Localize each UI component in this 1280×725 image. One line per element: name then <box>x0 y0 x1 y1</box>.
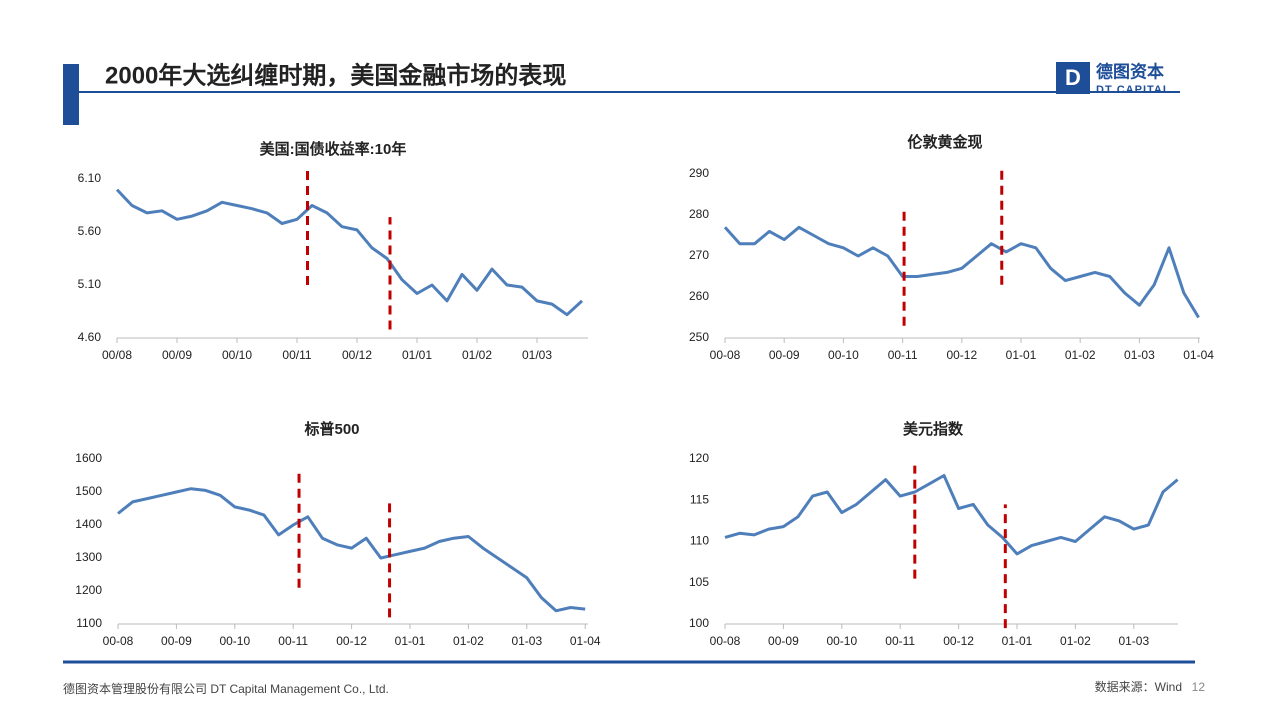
data-line <box>115 188 584 317</box>
x-tick-label: 01-04 <box>1183 348 1214 362</box>
x-tick-label: 00-08 <box>103 634 134 648</box>
x-tick-label: 00-11 <box>885 634 915 648</box>
x-tick-label: 01/03 <box>522 348 552 362</box>
slide-title: 2000年大选纠缠时期，美国金融市场的表现 <box>105 61 566 89</box>
x-tick-label: 00-10 <box>828 348 859 362</box>
y-tick-label: 280 <box>689 207 709 221</box>
y-tick-label: 120 <box>689 451 709 465</box>
logo-text: 德图资本 <box>1096 61 1164 81</box>
chart-title: 伦敦黄金现 <box>907 133 982 151</box>
data-line <box>723 225 1200 319</box>
x-tick-label: 01-02 <box>453 634 484 648</box>
y-tick-label: 1400 <box>75 517 102 531</box>
y-tick-label: 105 <box>689 575 709 589</box>
chart-title: 标普500 <box>303 420 359 438</box>
y-tick-label: 1100 <box>76 616 102 630</box>
x-tick-label: 01-01 <box>1002 634 1033 648</box>
y-tick-label: 250 <box>689 330 709 344</box>
x-tick-label: 00-09 <box>161 634 192 648</box>
y-tick-label: 1300 <box>75 550 102 564</box>
chart-title: 美元指数 <box>903 420 964 438</box>
y-tick-label: 5.60 <box>78 224 102 238</box>
x-tick-label: 01-03 <box>1118 634 1149 648</box>
y-tick-label: 110 <box>690 534 709 548</box>
y-tick-label: 4.60 <box>78 330 102 344</box>
x-tick-label: 00-12 <box>946 348 977 362</box>
x-tick-label: 00-11 <box>888 348 918 362</box>
footer-source: 数据来源：Wind <box>1095 679 1182 694</box>
logo-text-en: DT CAPITAL <box>1096 84 1171 96</box>
x-tick-label: 00/08 <box>102 348 132 362</box>
page-number: 12 <box>1192 680 1206 694</box>
x-tick-label: 00/09 <box>162 348 192 362</box>
logo-letter: D <box>1065 65 1081 90</box>
x-tick-label: 01-01 <box>395 634 426 648</box>
y-tick-label: 100 <box>689 616 709 630</box>
x-tick-label: 00-09 <box>768 634 799 648</box>
x-tick-label: 00-08 <box>710 634 741 648</box>
logo-mark <box>1056 62 1090 94</box>
x-tick-label: 00-11 <box>278 634 308 648</box>
x-tick-label: 00-10 <box>219 634 250 648</box>
x-tick-label: 01/02 <box>462 348 492 362</box>
y-tick-label: 1200 <box>75 583 102 597</box>
title-bar <box>63 64 79 125</box>
x-tick-label: 00-10 <box>826 634 857 648</box>
x-tick-label: 01-02 <box>1065 348 1096 362</box>
y-tick-label: 260 <box>689 289 709 303</box>
x-tick-label: 00-08 <box>710 348 741 362</box>
chart-title: 美国:国债收益率:10年 <box>260 140 407 158</box>
footer-company: 德图资本管理股份有限公司 DT Capital Management Co., … <box>63 681 389 696</box>
x-tick-label: 00/10 <box>222 348 252 362</box>
x-tick-label: 00-09 <box>769 348 800 362</box>
y-tick-label: 5.10 <box>78 277 102 291</box>
y-tick-label: 6.10 <box>78 171 102 185</box>
data-line <box>117 487 586 613</box>
y-tick-label: 270 <box>689 248 709 262</box>
x-tick-label: 01/01 <box>402 348 432 362</box>
x-tick-label: 01-02 <box>1060 634 1091 648</box>
y-tick-label: 115 <box>690 492 709 506</box>
x-tick-label: 01-03 <box>1124 348 1155 362</box>
x-tick-label: 01-01 <box>1006 348 1037 362</box>
y-tick-label: 1500 <box>75 484 102 498</box>
y-tick-label: 290 <box>689 166 709 180</box>
x-tick-label: 00/11 <box>282 348 311 362</box>
x-tick-label: 01-03 <box>511 634 542 648</box>
x-tick-label: 01-04 <box>570 634 601 648</box>
x-tick-label: 00-12 <box>336 634 367 648</box>
x-tick-label: 00/12 <box>342 348 372 362</box>
y-tick-label: 1600 <box>75 451 102 465</box>
x-tick-label: 00-12 <box>943 634 974 648</box>
data-line <box>724 474 1179 556</box>
